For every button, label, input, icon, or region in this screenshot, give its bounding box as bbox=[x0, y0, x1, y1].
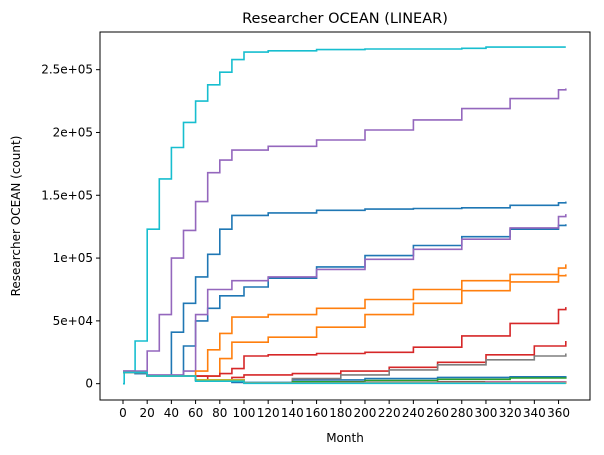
series-line-2 bbox=[123, 88, 567, 375]
y-axis-label: Researcher OCEAN (count) bbox=[9, 136, 23, 297]
x-tick-label: 220 bbox=[378, 406, 401, 420]
x-tick-label: 40 bbox=[164, 406, 179, 420]
series-layer bbox=[123, 46, 567, 385]
series-line-8 bbox=[123, 274, 567, 377]
y-axis: 0 5e+04 1e+05 1.5e+05 2e+05 2.5e+05 bbox=[41, 63, 100, 391]
x-tick-label: 260 bbox=[426, 406, 449, 420]
series-line-16 bbox=[123, 371, 566, 385]
x-tick-label: 280 bbox=[450, 406, 473, 420]
x-tick-label: 140 bbox=[281, 406, 304, 420]
y-tick-label: 2.5e+05 bbox=[41, 63, 93, 77]
x-tick-label: 240 bbox=[402, 406, 425, 420]
y-tick-label: 1.5e+05 bbox=[41, 188, 93, 202]
series-line-7 bbox=[123, 264, 567, 377]
x-tick-label: 300 bbox=[474, 406, 497, 420]
x-tick-label: 200 bbox=[354, 406, 377, 420]
series-line-3 bbox=[123, 201, 567, 377]
series-line-10 bbox=[123, 341, 567, 381]
x-axis-label: Month bbox=[326, 431, 364, 445]
y-tick-label: 5e+04 bbox=[53, 314, 93, 328]
x-tick-label: 160 bbox=[305, 406, 328, 420]
series-line-6 bbox=[123, 214, 567, 376]
x-tick-label: 340 bbox=[523, 406, 546, 420]
x-tick-label: 180 bbox=[329, 406, 352, 420]
chart-title: Researcher OCEAN (LINEAR) bbox=[242, 11, 448, 27]
x-tick-label: 120 bbox=[257, 406, 280, 420]
x-tick-label: 60 bbox=[188, 406, 203, 420]
x-tick-label: 360 bbox=[547, 406, 570, 420]
x-tick-label: 320 bbox=[499, 406, 522, 420]
y-tick-label: 0 bbox=[85, 377, 93, 391]
series-line-1 bbox=[123, 46, 566, 385]
series-line-5 bbox=[123, 371, 567, 384]
x-tick-label: 100 bbox=[233, 406, 256, 420]
y-tick-label: 1e+05 bbox=[53, 251, 93, 265]
series-line-9 bbox=[123, 307, 567, 377]
x-tick-label: 20 bbox=[140, 406, 155, 420]
y-tick-label: 2e+05 bbox=[53, 125, 93, 139]
x-tick-label: 80 bbox=[212, 406, 227, 420]
x-tick-label: 0 bbox=[119, 406, 127, 420]
x-axis: 0 20 40 60 80 100 120 140 160 180 200 220 240 260 280 3… bbox=[119, 400, 570, 420]
plot-frame bbox=[99, 31, 591, 401]
